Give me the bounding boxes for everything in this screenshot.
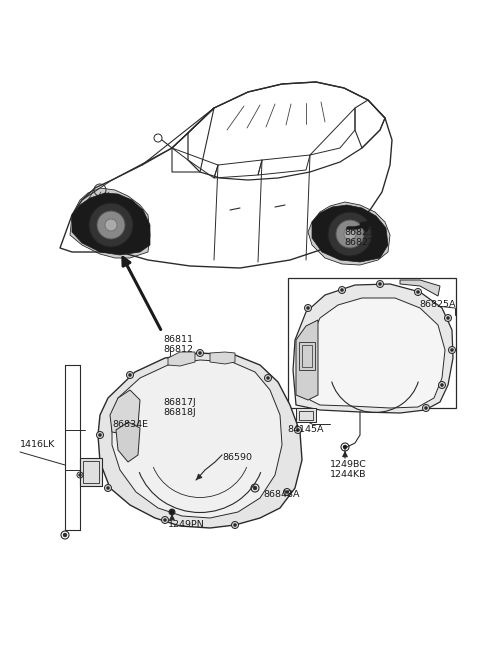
Text: 1416LK: 1416LK bbox=[20, 440, 55, 449]
Circle shape bbox=[343, 445, 347, 449]
Text: 1244KB: 1244KB bbox=[330, 470, 367, 479]
Circle shape bbox=[379, 282, 382, 286]
Circle shape bbox=[96, 432, 104, 438]
Circle shape bbox=[266, 377, 269, 379]
Circle shape bbox=[328, 212, 372, 256]
Circle shape bbox=[376, 280, 384, 288]
Circle shape bbox=[286, 491, 288, 493]
Circle shape bbox=[105, 485, 111, 491]
Circle shape bbox=[446, 316, 449, 320]
Text: 86834E: 86834E bbox=[112, 420, 148, 429]
Circle shape bbox=[98, 434, 101, 436]
Bar bbox=[83, 461, 99, 483]
Text: 86818J: 86818J bbox=[163, 408, 196, 417]
Circle shape bbox=[417, 291, 420, 293]
Circle shape bbox=[307, 307, 310, 310]
Circle shape bbox=[196, 350, 204, 356]
Circle shape bbox=[441, 383, 444, 386]
Polygon shape bbox=[296, 408, 316, 422]
Circle shape bbox=[63, 533, 67, 537]
Text: 86825A: 86825A bbox=[419, 300, 456, 309]
Text: 86817J: 86817J bbox=[163, 398, 196, 407]
Bar bbox=[299, 411, 313, 420]
Text: 84145A: 84145A bbox=[287, 425, 324, 434]
Text: 86590: 86590 bbox=[222, 453, 252, 462]
Text: 86848A: 86848A bbox=[263, 490, 300, 499]
Polygon shape bbox=[400, 280, 440, 296]
Polygon shape bbox=[210, 352, 235, 364]
Polygon shape bbox=[308, 298, 445, 408]
Text: 86822B: 86822B bbox=[344, 238, 380, 247]
Circle shape bbox=[233, 523, 237, 527]
Polygon shape bbox=[312, 205, 388, 262]
Circle shape bbox=[105, 219, 117, 231]
Circle shape bbox=[164, 519, 167, 521]
Polygon shape bbox=[112, 360, 282, 518]
Text: 86812: 86812 bbox=[163, 345, 193, 354]
Circle shape bbox=[169, 509, 175, 515]
Text: 86811: 86811 bbox=[163, 335, 193, 344]
Circle shape bbox=[127, 371, 133, 379]
Text: 86821B: 86821B bbox=[344, 228, 380, 237]
Circle shape bbox=[444, 314, 452, 322]
Circle shape bbox=[107, 487, 109, 489]
Polygon shape bbox=[70, 188, 150, 258]
Polygon shape bbox=[308, 202, 390, 265]
Bar bbox=[288, 278, 456, 408]
Circle shape bbox=[284, 489, 290, 495]
Circle shape bbox=[439, 381, 445, 388]
Circle shape bbox=[97, 211, 125, 239]
Polygon shape bbox=[296, 320, 318, 400]
Polygon shape bbox=[293, 284, 453, 413]
Bar bbox=[302, 345, 312, 367]
Circle shape bbox=[415, 288, 421, 295]
Circle shape bbox=[264, 375, 272, 381]
Circle shape bbox=[297, 428, 300, 432]
Circle shape bbox=[344, 228, 356, 240]
Circle shape bbox=[231, 521, 239, 529]
Polygon shape bbox=[110, 390, 140, 435]
Circle shape bbox=[253, 486, 257, 490]
Polygon shape bbox=[116, 422, 140, 462]
Polygon shape bbox=[168, 352, 195, 366]
Circle shape bbox=[448, 346, 456, 354]
Circle shape bbox=[451, 348, 454, 352]
Bar bbox=[299, 342, 315, 370]
Circle shape bbox=[336, 220, 364, 248]
Circle shape bbox=[340, 288, 344, 291]
Circle shape bbox=[89, 203, 133, 247]
Circle shape bbox=[199, 352, 202, 354]
Bar bbox=[80, 458, 102, 486]
Circle shape bbox=[79, 474, 82, 476]
Circle shape bbox=[424, 407, 428, 409]
Circle shape bbox=[161, 517, 168, 523]
Circle shape bbox=[295, 426, 301, 434]
Circle shape bbox=[338, 286, 346, 293]
Text: 1249BC: 1249BC bbox=[330, 460, 367, 469]
Text: 1249PN: 1249PN bbox=[168, 520, 205, 529]
Circle shape bbox=[129, 373, 132, 377]
Polygon shape bbox=[98, 353, 302, 528]
Polygon shape bbox=[72, 193, 150, 255]
Circle shape bbox=[304, 305, 312, 312]
Circle shape bbox=[422, 405, 430, 411]
